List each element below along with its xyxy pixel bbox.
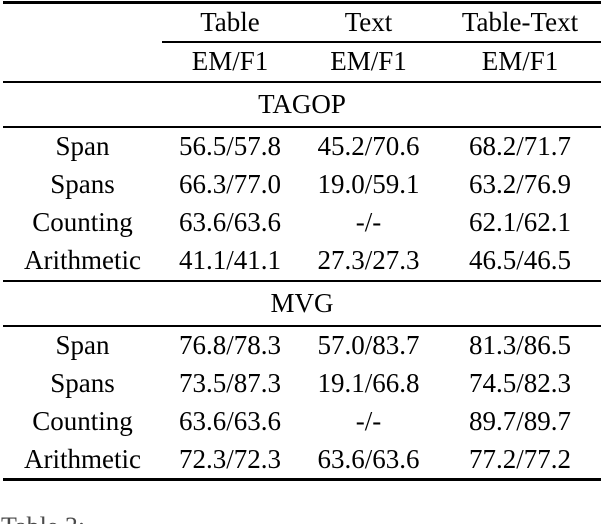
- metric-cell: 19.0/59.1: [317, 168, 420, 199]
- metric-cell: 66.3/77.0: [178, 168, 281, 199]
- metric-cell: 72.3/72.3: [162, 441, 298, 481]
- row-label: Counting: [32, 406, 133, 437]
- metric-cell: 68.2/71.7: [468, 130, 571, 161]
- section-header-tagop: TAGOP: [3, 81, 601, 128]
- table-row: Spans 66.3/77.0 19.0/59.1 63.2/76.9: [3, 165, 601, 204]
- row-label: Arithmetic: [3, 242, 162, 282]
- table-row: Counting 63.6/63.6 -/- 89.7/89.7: [3, 403, 601, 442]
- metric-cell: 62.1/62.1: [468, 207, 571, 238]
- column-group-table: Table: [162, 2, 298, 43]
- subheader-em-f1: EM/F1: [298, 41, 439, 83]
- empty-corner-cell: [3, 41, 162, 83]
- row-label: Counting: [32, 207, 133, 238]
- metric-cell: 63.6/63.6: [298, 441, 439, 481]
- table-row: Span 56.5/57.8 45.2/70.6 68.2/71.7: [3, 127, 601, 166]
- table-row: Arithmetic 72.3/72.3 63.6/63.6 77.2/77.2: [3, 441, 601, 481]
- table-caption-clipped: Table 3:: [1, 514, 85, 524]
- metric-cell: 45.2/70.6: [317, 130, 420, 161]
- metric-cell: 76.8/78.3: [178, 329, 281, 360]
- empty-corner-cell: [3, 3, 162, 42]
- table-row: Spans 73.5/87.3 19.1/66.8 74.5/82.3: [3, 364, 601, 403]
- subheader-em-f1: EM/F1: [162, 41, 298, 83]
- results-table: Table Text Table-Text EM/F1 EM/F1 EM/F1 …: [3, 1, 601, 481]
- column-group-header-row: Table Text Table-Text: [3, 2, 601, 43]
- metric-cell: 89.7/89.7: [468, 406, 571, 437]
- row-label: Spans: [50, 367, 115, 398]
- section-title: TAGOP: [3, 81, 601, 128]
- metric-cell: -/-: [355, 406, 382, 437]
- section-title: MVG: [3, 280, 601, 327]
- metric-cell: 19.1/66.8: [317, 367, 420, 398]
- metric-cell: 41.1/41.1: [162, 242, 298, 282]
- subheader-em-f1: EM/F1: [439, 41, 601, 83]
- metric-cell: 27.3/27.3: [298, 242, 439, 282]
- table-row: Span 76.8/78.3 57.0/83.7 81.3/86.5: [3, 326, 601, 365]
- metric-cell: 63.6/63.6: [178, 406, 281, 437]
- row-label: Arithmetic: [3, 441, 162, 481]
- metric-cell: 73.5/87.3: [178, 367, 281, 398]
- row-label: Span: [55, 329, 110, 360]
- metric-cell: 63.6/63.6: [178, 207, 281, 238]
- metric-cell: 63.2/76.9: [468, 168, 571, 199]
- row-label: Spans: [50, 168, 115, 199]
- table-row: Arithmetic 41.1/41.1 27.3/27.3 46.5/46.5: [3, 242, 601, 282]
- metric-cell: 57.0/83.7: [317, 329, 420, 360]
- metric-cell: 81.3/86.5: [468, 329, 571, 360]
- column-group-text: Text: [298, 2, 439, 43]
- column-group-table-text: Table-Text: [439, 2, 601, 43]
- row-label: Span: [55, 130, 110, 161]
- metric-cell: -/-: [355, 207, 382, 238]
- section-header-mvg: MVG: [3, 280, 601, 327]
- metric-cell: 46.5/46.5: [439, 242, 601, 282]
- subheader-row: EM/F1 EM/F1 EM/F1: [3, 41, 601, 83]
- metric-cell: 77.2/77.2: [439, 441, 601, 481]
- metric-cell: 74.5/82.3: [468, 367, 571, 398]
- table-row: Counting 63.6/63.6 -/- 62.1/62.1: [3, 204, 601, 243]
- metric-cell: 56.5/57.8: [178, 130, 281, 161]
